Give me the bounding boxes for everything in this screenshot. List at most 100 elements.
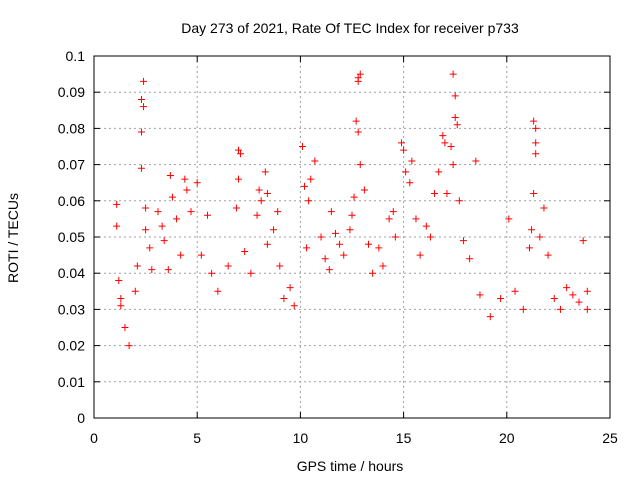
data-point xyxy=(402,168,410,176)
data-point xyxy=(166,171,174,179)
data-point xyxy=(375,244,383,252)
data-point xyxy=(237,150,245,158)
data-point xyxy=(193,179,201,187)
data-point xyxy=(426,233,434,241)
data-point xyxy=(115,276,123,284)
data-point xyxy=(113,200,121,208)
data-point xyxy=(325,266,333,274)
data-point xyxy=(365,240,373,248)
data-point xyxy=(379,262,387,270)
data-point xyxy=(575,298,583,306)
y-tick-label: 0.07 xyxy=(58,157,85,173)
x-tick-label: 20 xyxy=(499,430,515,446)
data-point xyxy=(441,139,449,147)
y-axis-label: ROTI / TECUs xyxy=(5,193,21,283)
data-point xyxy=(177,251,185,259)
data-point xyxy=(117,302,125,310)
data-point xyxy=(569,291,577,299)
data-point xyxy=(412,215,420,223)
data-point xyxy=(532,124,540,132)
x-tick-label: 0 xyxy=(90,430,98,446)
data-point xyxy=(530,190,538,198)
data-point xyxy=(204,211,212,219)
data-point xyxy=(583,305,591,313)
x-tick-label: 10 xyxy=(293,430,309,446)
data-point xyxy=(148,266,156,274)
y-tick-label: 0.06 xyxy=(58,193,85,209)
data-point xyxy=(173,215,181,223)
data-point xyxy=(544,251,552,259)
data-point xyxy=(451,92,459,100)
data-point xyxy=(121,324,129,331)
x-axis-ticks: 0 5 10 15 20 25 xyxy=(90,56,618,446)
data-point xyxy=(389,208,397,216)
plot-frame xyxy=(93,55,611,419)
y-axis-ticks: 0 0.01 0.02 0.03 0.04 0.05 0.06 0.07 0.08 0.09 0.1 xyxy=(58,48,610,426)
data-point xyxy=(505,215,513,223)
data-point xyxy=(137,95,145,103)
data-point xyxy=(263,190,271,198)
data-point xyxy=(472,157,480,165)
x-axis-label: GPS time / hours xyxy=(297,458,404,474)
data-point xyxy=(369,269,377,277)
grid-lines xyxy=(94,56,610,418)
data-point xyxy=(137,128,145,136)
data-point xyxy=(187,208,195,216)
data-point xyxy=(241,247,249,255)
data-point xyxy=(540,204,548,212)
data-point xyxy=(486,313,494,321)
chart-title: Day 273 of 2021, Rate Of TEC Index for r… xyxy=(181,20,519,36)
data-point xyxy=(168,193,176,201)
data-point xyxy=(340,251,348,259)
data-point xyxy=(360,186,368,194)
y-tick-label: 0.05 xyxy=(58,229,85,245)
data-point xyxy=(311,157,319,165)
data-point xyxy=(511,287,519,295)
data-point xyxy=(305,197,313,205)
data-point xyxy=(519,305,527,313)
data-point xyxy=(528,226,536,234)
data-point xyxy=(154,208,162,216)
data-point xyxy=(133,262,141,270)
data-point xyxy=(303,244,311,252)
data-point xyxy=(317,233,325,241)
data-point xyxy=(530,117,538,125)
y-tick-label: 0 xyxy=(77,410,85,426)
data-point xyxy=(536,233,544,241)
y-tick-label: 0.08 xyxy=(58,120,85,136)
x-tick-label: 5 xyxy=(193,430,201,446)
data-point xyxy=(336,240,344,248)
data-point xyxy=(356,70,364,78)
data-point xyxy=(526,244,534,252)
data-point xyxy=(208,269,216,277)
data-point xyxy=(137,164,145,172)
data-point xyxy=(197,251,205,259)
data-point xyxy=(224,262,232,270)
data-point xyxy=(348,211,356,219)
data-point xyxy=(234,146,242,154)
x-tick-label: 15 xyxy=(396,430,412,446)
data-point xyxy=(331,229,339,237)
data-point xyxy=(583,287,591,295)
data-point xyxy=(354,77,362,85)
data-point xyxy=(232,204,240,212)
data-point xyxy=(261,168,269,176)
data-point xyxy=(579,237,587,245)
data-point xyxy=(455,197,463,205)
data-point xyxy=(286,284,294,292)
data-point xyxy=(398,139,406,147)
y-tick-label: 0.02 xyxy=(58,338,85,354)
data-point xyxy=(356,161,364,169)
data-point xyxy=(140,77,148,85)
data-point xyxy=(270,226,278,234)
data-point xyxy=(298,143,306,150)
data-point xyxy=(416,251,424,259)
data-point xyxy=(563,284,571,292)
data-point xyxy=(459,237,467,245)
data-point xyxy=(532,150,540,158)
data-point xyxy=(476,291,484,299)
data-point xyxy=(497,295,505,303)
data-point xyxy=(276,262,284,270)
data-point xyxy=(385,215,393,223)
x-tick-label: 25 xyxy=(602,430,618,446)
